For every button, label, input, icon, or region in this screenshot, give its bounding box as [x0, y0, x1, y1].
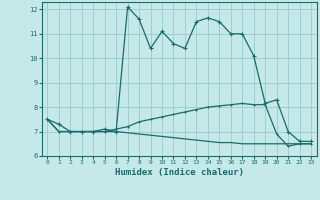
X-axis label: Humidex (Indice chaleur): Humidex (Indice chaleur)	[115, 168, 244, 177]
